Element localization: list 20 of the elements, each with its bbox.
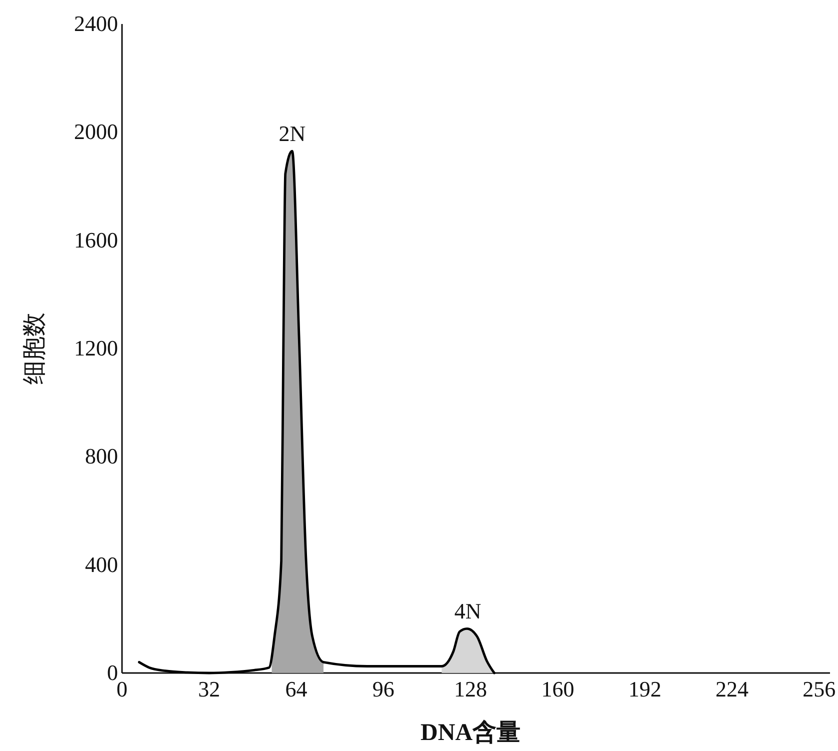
x-tick-label: 64 bbox=[285, 676, 308, 702]
y-tick-label: 1600 bbox=[74, 227, 118, 252]
annotation: 4N bbox=[454, 598, 482, 624]
x-tick-label: 160 bbox=[541, 676, 574, 702]
y-axis-title: 细胞数 bbox=[22, 312, 48, 384]
x-axis-title: DNA含量 bbox=[420, 719, 521, 746]
y-tick-label: 2000 bbox=[74, 119, 118, 144]
y-tick-label: 400 bbox=[85, 552, 118, 577]
x-tick-label: 256 bbox=[802, 676, 836, 702]
annotation: 2N bbox=[278, 121, 306, 146]
line-series bbox=[138, 150, 496, 674]
y-tick-label: 800 bbox=[85, 444, 118, 469]
x-tick-label: 224 bbox=[715, 676, 748, 702]
x-tick-label: 96 bbox=[372, 676, 394, 702]
y-tick-label: 2400 bbox=[74, 11, 118, 36]
x-tick-label: 32 bbox=[198, 676, 220, 702]
x-tick-label: 192 bbox=[628, 676, 662, 702]
y-tick-label: 1200 bbox=[74, 336, 118, 361]
x-tick-label: 128 bbox=[454, 676, 488, 702]
y-tick-label: 0 bbox=[107, 660, 118, 686]
